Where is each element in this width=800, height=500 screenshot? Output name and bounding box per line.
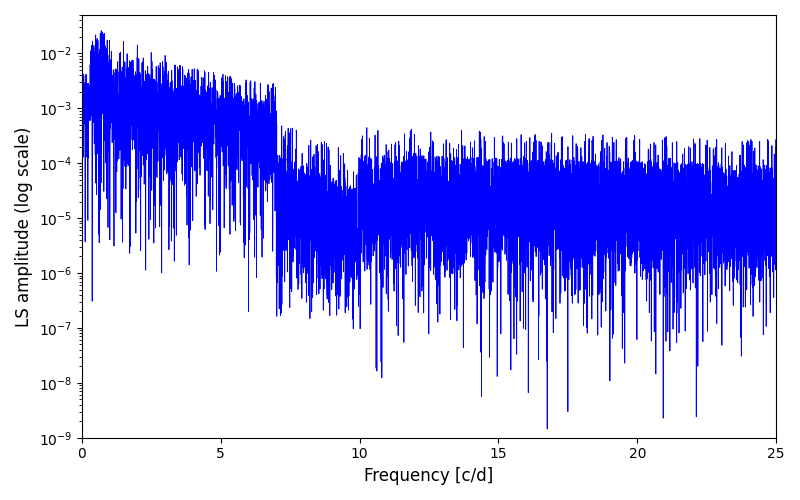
Y-axis label: LS amplitude (log scale): LS amplitude (log scale) (15, 126, 33, 326)
X-axis label: Frequency [c/d]: Frequency [c/d] (364, 467, 494, 485)
